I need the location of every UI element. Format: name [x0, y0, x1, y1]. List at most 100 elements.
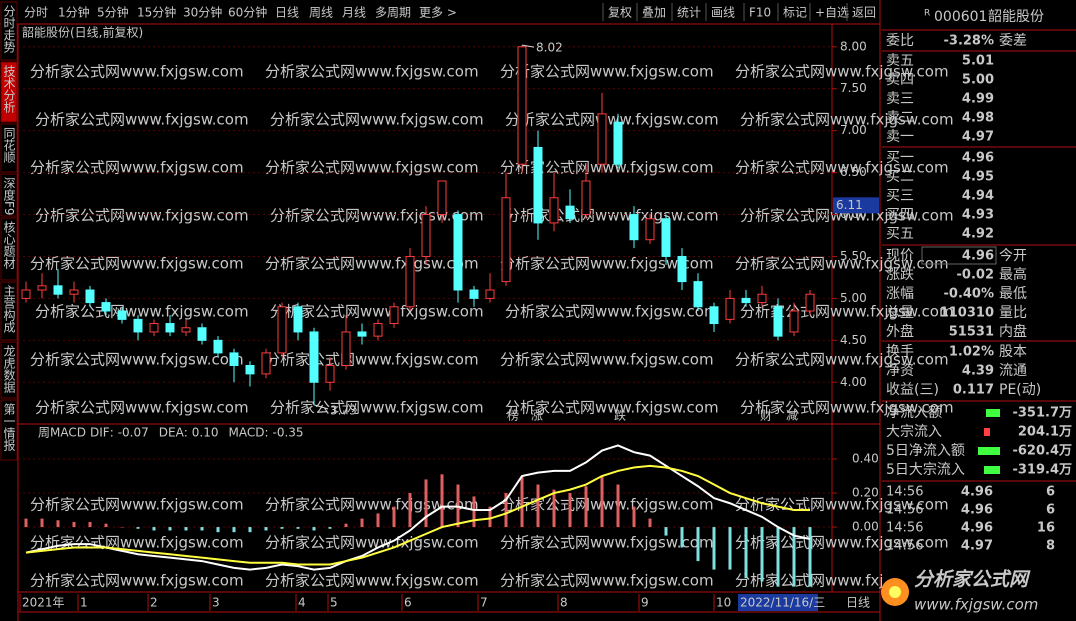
date-label: 5 — [330, 596, 338, 610]
event-marker[interactable]: 跌 — [614, 408, 626, 423]
macd-bar — [472, 496, 476, 528]
watermark: 分析家公式网www.fxjgsw.com — [270, 111, 484, 129]
toolbar-tab[interactable]: 30分钟 — [183, 5, 222, 20]
toolbar-button[interactable]: 返回 — [852, 6, 876, 20]
sidebar-label[interactable]: 第一情报 — [2, 403, 16, 452]
row-value: -0.40% — [944, 287, 995, 302]
candle-body — [245, 364, 255, 375]
sidebar-tab[interactable] — [0, 281, 18, 341]
sidebar-tab[interactable] — [0, 341, 18, 399]
watermark: 分析家公式网www.fxjgsw.com — [735, 63, 949, 81]
macd-bar — [312, 527, 316, 531]
sidebar-label[interactable]: 深度F9 — [2, 177, 16, 216]
row-value: 4.97 — [962, 130, 994, 145]
macd-bar — [392, 506, 396, 528]
sidebar-tab[interactable] — [0, 61, 18, 123]
y-tick-label: 0.40 — [852, 452, 879, 466]
macd-bar — [88, 521, 92, 528]
toolbar-button[interactable]: 复权 — [608, 6, 632, 20]
watermark: 分析家公式网www.fxjgsw.com — [30, 496, 244, 514]
sidebar-label[interactable]: 龙虎数据 — [2, 345, 16, 394]
row-label: 涨跌 — [886, 267, 914, 283]
annotation-line — [313, 404, 329, 410]
toolbar-button[interactable]: 统计 — [677, 6, 701, 20]
candle-body — [341, 331, 351, 366]
sidebar-tab[interactable] — [0, 173, 18, 217]
toolbar-button[interactable]: +自选 — [815, 6, 849, 20]
tick-volume: 6 — [1046, 485, 1055, 500]
row-label: 股本 — [999, 344, 1027, 360]
macd-bar — [168, 527, 172, 531]
watermark: 分析家公式网www.fxjgsw.com — [35, 111, 249, 129]
sidebar-tab[interactable] — [0, 123, 18, 173]
macd-bar — [536, 484, 540, 528]
flow-label: 大宗流入 — [886, 424, 942, 440]
macd-bar — [248, 527, 252, 533]
row-label: 卖四 — [886, 72, 914, 88]
row-value: 4.96 — [962, 151, 994, 166]
macd-bar — [744, 527, 748, 579]
y-tick-label: 8.00 — [840, 39, 867, 53]
watermark: 分析家公式网www.fxjgsw.com — [740, 111, 954, 129]
candle-body — [325, 364, 335, 383]
watermark: 分析家公式网www.fxjgsw.com — [30, 159, 244, 177]
legend-name: DEA — [159, 426, 185, 440]
sidebar-label[interactable]: 同花顺 — [2, 127, 16, 163]
watermark: 分析家公式网www.fxjgsw.com — [735, 351, 949, 369]
toolbar-tab[interactable]: 月线 — [342, 6, 366, 20]
event-marker[interactable]: 减 — [786, 409, 798, 423]
macd-bar — [568, 493, 572, 528]
sidebar-label[interactable]: 核心题材 — [2, 221, 16, 269]
candle-body — [261, 352, 271, 375]
period-label[interactable]: 日线 — [846, 596, 870, 610]
flow-bar — [984, 466, 1000, 474]
toolbar-button[interactable]: 画线 — [711, 6, 735, 20]
toolbar-tab[interactable]: 1分钟 — [58, 5, 90, 20]
macd-bar — [632, 506, 636, 528]
toolbar-button[interactable]: 标记 — [783, 6, 807, 20]
sidebar-tab[interactable] — [0, 399, 18, 461]
event-marker[interactable]: 涨 — [531, 408, 543, 423]
indicator-title: 周MACD — [38, 426, 86, 440]
row-label: 最高 — [999, 266, 1027, 283]
candle-body — [741, 297, 751, 304]
y-tick-label: 6.50 — [840, 165, 867, 179]
row-label: 总量 — [886, 305, 914, 321]
toolbar-button[interactable]: 叠加 — [642, 6, 666, 20]
date-cursor — [738, 594, 818, 611]
watermark: 分析家公式网www.fxjgsw.com — [265, 159, 479, 177]
toolbar-tab[interactable]: 更多 > — [419, 6, 457, 20]
toolbar-tab[interactable]: 5分钟 — [97, 5, 129, 20]
row-label: 卖五 — [886, 53, 914, 69]
row-value: 4.93 — [962, 208, 994, 223]
sidebar-tab[interactable] — [0, 1, 18, 61]
candle-body — [21, 289, 31, 299]
candle-body — [117, 310, 127, 320]
toolbar-button[interactable]: F10 — [749, 6, 771, 20]
toolbar-tab[interactable]: 15分钟 — [137, 5, 176, 20]
watermark: 分析家公式网www.fxjgsw.com — [265, 534, 479, 552]
watermark: 分析家公式网www.fxjgsw.com — [35, 207, 249, 225]
sidebar-label[interactable]: 主营构成 — [2, 285, 16, 334]
watermark: 分析家公式网www.fxjgsw.com — [740, 399, 954, 417]
toolbar-tab[interactable]: 日线 — [275, 6, 299, 20]
toolbar-tab[interactable]: 多周期 — [375, 6, 411, 20]
tick-price: 4.96 — [961, 503, 993, 518]
flow-value: -620.4万 — [1012, 444, 1072, 459]
sidebar-label[interactable]: 分时走势 — [2, 5, 16, 53]
event-marker[interactable]: 财 — [760, 409, 772, 423]
tick-volume: 6 — [1046, 503, 1055, 518]
sidebar-tab[interactable] — [0, 217, 18, 281]
sidebar-label[interactable]: 技术分析 — [2, 65, 16, 114]
y-tick-label: 7.00 — [840, 123, 867, 137]
event-marker[interactable]: 榜 — [507, 408, 519, 423]
macd-bar — [792, 527, 796, 587]
toolbar-tab[interactable]: 周线 — [309, 6, 333, 20]
date-label: 4 — [298, 596, 306, 610]
toolbar-tab[interactable]: 60分钟 — [228, 5, 267, 20]
candle-body — [693, 281, 703, 308]
legend-name: DIF — [90, 426, 110, 440]
toolbar-tab[interactable]: 分时 — [24, 6, 48, 20]
low-label: 3.73 — [330, 403, 357, 417]
stock-code: 000601 — [934, 9, 987, 25]
